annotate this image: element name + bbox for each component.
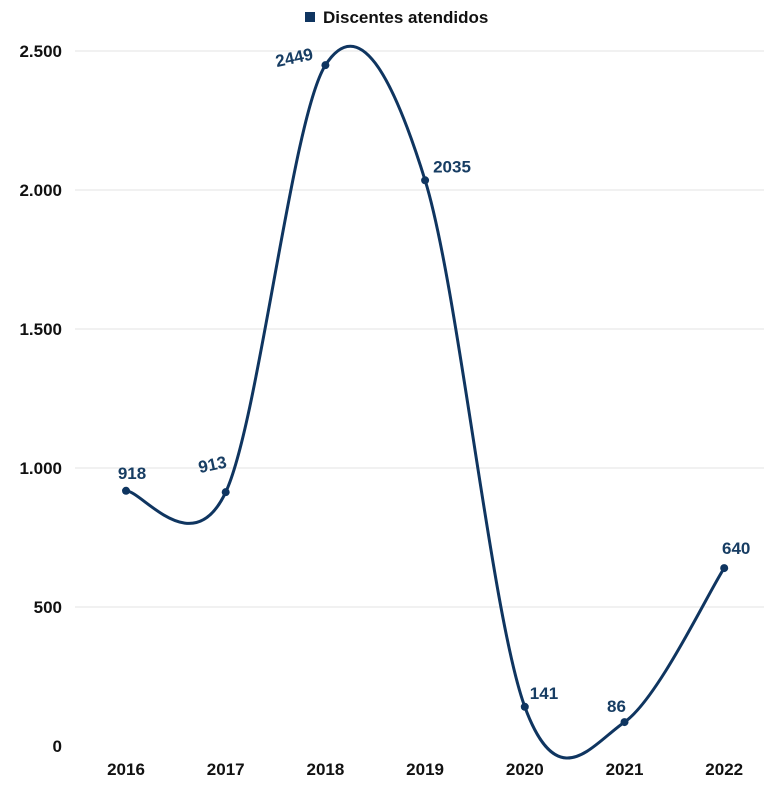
data-point: [221, 488, 230, 497]
data-label: 640: [722, 539, 750, 558]
x-tick-label: 2022: [705, 760, 743, 779]
x-tick-label: 2019: [406, 760, 444, 779]
data-label: 141: [530, 684, 558, 703]
y-tick-label: 500: [34, 598, 62, 617]
x-tick-label: 2020: [506, 760, 544, 779]
data-point: [720, 564, 729, 573]
y-tick-label: 0: [53, 737, 62, 756]
data-label: 2035: [433, 157, 471, 176]
x-tick-label: 2017: [207, 760, 245, 779]
legend-label: Discentes atendidos: [323, 8, 488, 27]
x-axis: 2016 2017 2018 2019 2020 2021 2022: [107, 760, 743, 779]
y-tick-label: 1.000: [19, 459, 62, 478]
y-tick-label: 2.000: [19, 181, 62, 200]
data-label: 2449: [274, 45, 315, 71]
data-label: 918: [118, 464, 146, 483]
y-tick-label: 1.500: [19, 320, 62, 339]
legend-marker: [305, 12, 315, 22]
x-tick-label: 2016: [107, 760, 145, 779]
data-point: [321, 61, 330, 70]
series-line: [124, 44, 726, 760]
x-tick-label: 2021: [606, 760, 644, 779]
data-point: [122, 486, 130, 495]
data-point: [421, 176, 430, 185]
data-point: [520, 702, 529, 711]
series-layer: [122, 44, 729, 760]
y-tick-label: 2.500: [19, 42, 62, 61]
gridlines: [75, 50, 764, 608]
legend: Discentes atendidos: [305, 8, 488, 27]
data-label: 913: [197, 453, 229, 477]
data-labels: 918 913 2449 2035 141 86 640: [118, 45, 751, 717]
data-label: 86: [607, 697, 626, 716]
data-point: [620, 718, 629, 727]
x-tick-label: 2018: [306, 760, 344, 779]
y-axis: 0 500 1.000 1.500 2.000 2.500: [19, 42, 62, 756]
